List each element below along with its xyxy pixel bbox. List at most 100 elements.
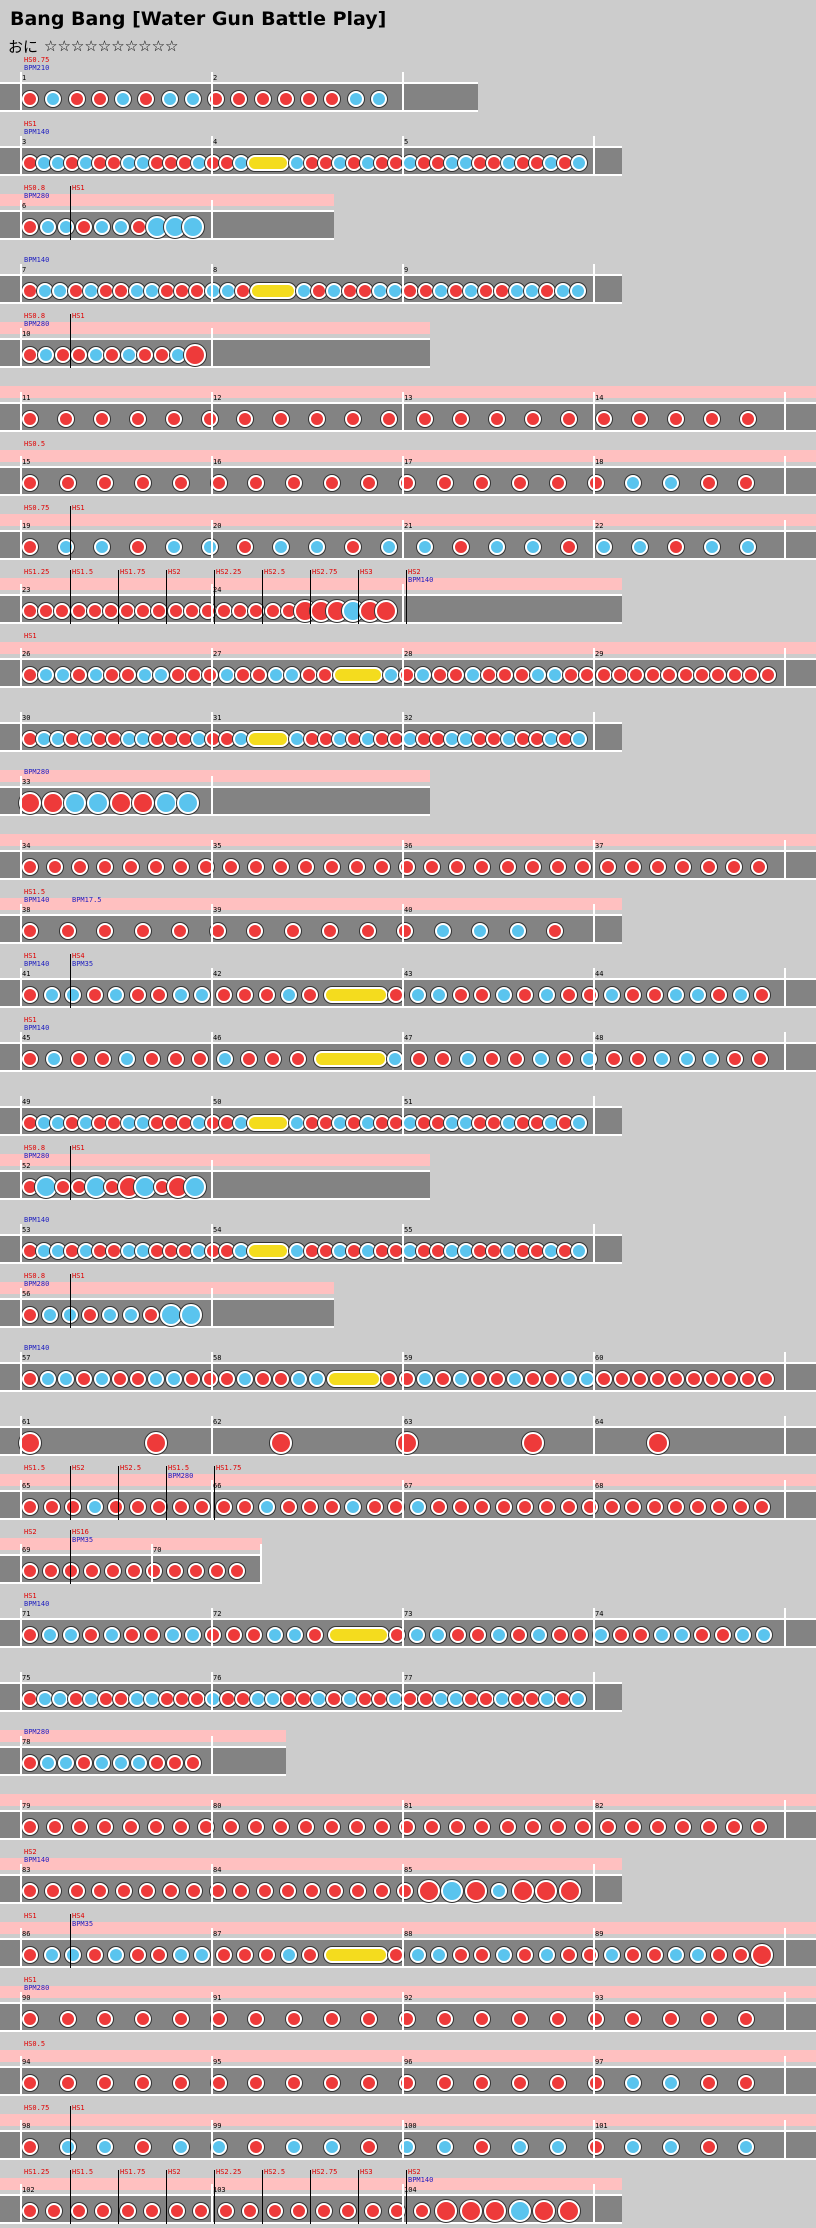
chart-row: 45 46 47 48 HS1 BPM140 [0, 1016, 816, 1076]
ka-note [161, 91, 178, 107]
drumroll-note [323, 1947, 389, 1963]
don-note [202, 667, 219, 683]
don-note [172, 475, 189, 491]
don-big-note [270, 1432, 293, 1454]
measure-number: 47 [404, 1034, 413, 1042]
don-note [417, 283, 434, 299]
ka-note [219, 283, 236, 299]
don-note [650, 859, 667, 875]
don-note [302, 1499, 319, 1515]
don-note [172, 1499, 189, 1515]
barline [211, 520, 213, 560]
chart-row: 33 BPM280 [0, 760, 430, 820]
chart-row: 79 80 81 82 [0, 1784, 816, 1844]
barline [211, 392, 213, 432]
don-note [495, 1499, 512, 1515]
chart-row: 86 87 88 89 HS1 HS4 BPM35 [0, 1912, 816, 1972]
chart-row: 78 BPM280 [0, 1720, 286, 1780]
don-note [612, 667, 629, 683]
don-note [248, 475, 265, 491]
ka-big-note [183, 1176, 206, 1198]
don-note [381, 411, 398, 427]
don-note [326, 1883, 343, 1899]
don-big-note [132, 792, 155, 814]
don-note [361, 2011, 378, 2027]
don-note [130, 219, 147, 235]
don-note [97, 2075, 114, 2091]
don-note [303, 1883, 320, 1899]
measure-number: 20 [213, 522, 222, 530]
don-note [350, 1883, 367, 1899]
barline-end [211, 1288, 213, 1328]
ka-note [738, 2139, 755, 2155]
don-note [596, 1371, 613, 1387]
don-note [237, 411, 254, 427]
don-note [560, 987, 577, 1003]
don-note [104, 347, 121, 363]
note-lane [0, 722, 622, 752]
barline [20, 1416, 22, 1456]
barline [20, 1800, 22, 1840]
ka-note [662, 2075, 679, 2091]
measure-number: 72 [213, 1610, 222, 1618]
drumroll-note [247, 731, 290, 747]
event-marker-line [70, 186, 71, 240]
don-note [324, 91, 341, 107]
don-note [83, 1627, 100, 1643]
scroll-speed-label: HS0.5 [24, 440, 46, 448]
don-note [280, 1883, 297, 1899]
don-note [151, 987, 168, 1003]
don-note [22, 987, 38, 1003]
don-note [225, 1627, 242, 1643]
don-big-note [557, 2200, 580, 2222]
don-note [273, 859, 290, 875]
ka-note [184, 91, 201, 107]
don-note [549, 475, 566, 491]
ka-note [603, 987, 620, 1003]
gogo-band [0, 898, 622, 910]
don-note [480, 667, 497, 683]
measure-number: 13 [404, 394, 413, 402]
note-group [0, 660, 816, 686]
don-note [144, 2203, 161, 2219]
ka-note [128, 1691, 145, 1707]
drumroll-note [247, 1115, 290, 1131]
don-note [646, 1947, 663, 1963]
barline [593, 2120, 595, 2160]
don-note [298, 1819, 315, 1835]
drumroll-note [327, 1371, 382, 1387]
barline-end [784, 1416, 786, 1456]
don-note [129, 1947, 146, 1963]
measure-number: 76 [213, 1674, 222, 1682]
event-marker-line [70, 954, 71, 1008]
ka-note [581, 1051, 598, 1067]
barline [20, 1096, 22, 1136]
ka-note [112, 1755, 129, 1771]
don-note [452, 1499, 469, 1515]
don-note [612, 1627, 629, 1643]
barline [20, 1608, 22, 1648]
don-note [551, 1627, 568, 1643]
ka-note [546, 667, 563, 683]
don-big-note [535, 1880, 558, 1902]
ka-note [172, 987, 189, 1003]
don-note [560, 1947, 577, 1963]
don-note [184, 1755, 201, 1771]
note-group [0, 1300, 334, 1326]
barline-end [784, 456, 786, 496]
don-note [549, 1819, 566, 1835]
scroll-speed-label: HS3 [360, 2168, 373, 2176]
measure-number: 19 [22, 522, 31, 530]
measure-number: 98 [22, 2122, 31, 2130]
scroll-speed-label: HS1.75 [120, 2168, 146, 2176]
don-note [323, 475, 340, 491]
measure-number: 26 [22, 650, 31, 658]
don-note [758, 1371, 775, 1387]
don-note [474, 2075, 491, 2091]
don-note [167, 1563, 184, 1579]
don-note [436, 2011, 453, 2027]
don-note [700, 2011, 717, 2027]
gogo-band [0, 578, 622, 590]
event-marker-line [406, 570, 407, 624]
ka-note [491, 1883, 508, 1899]
